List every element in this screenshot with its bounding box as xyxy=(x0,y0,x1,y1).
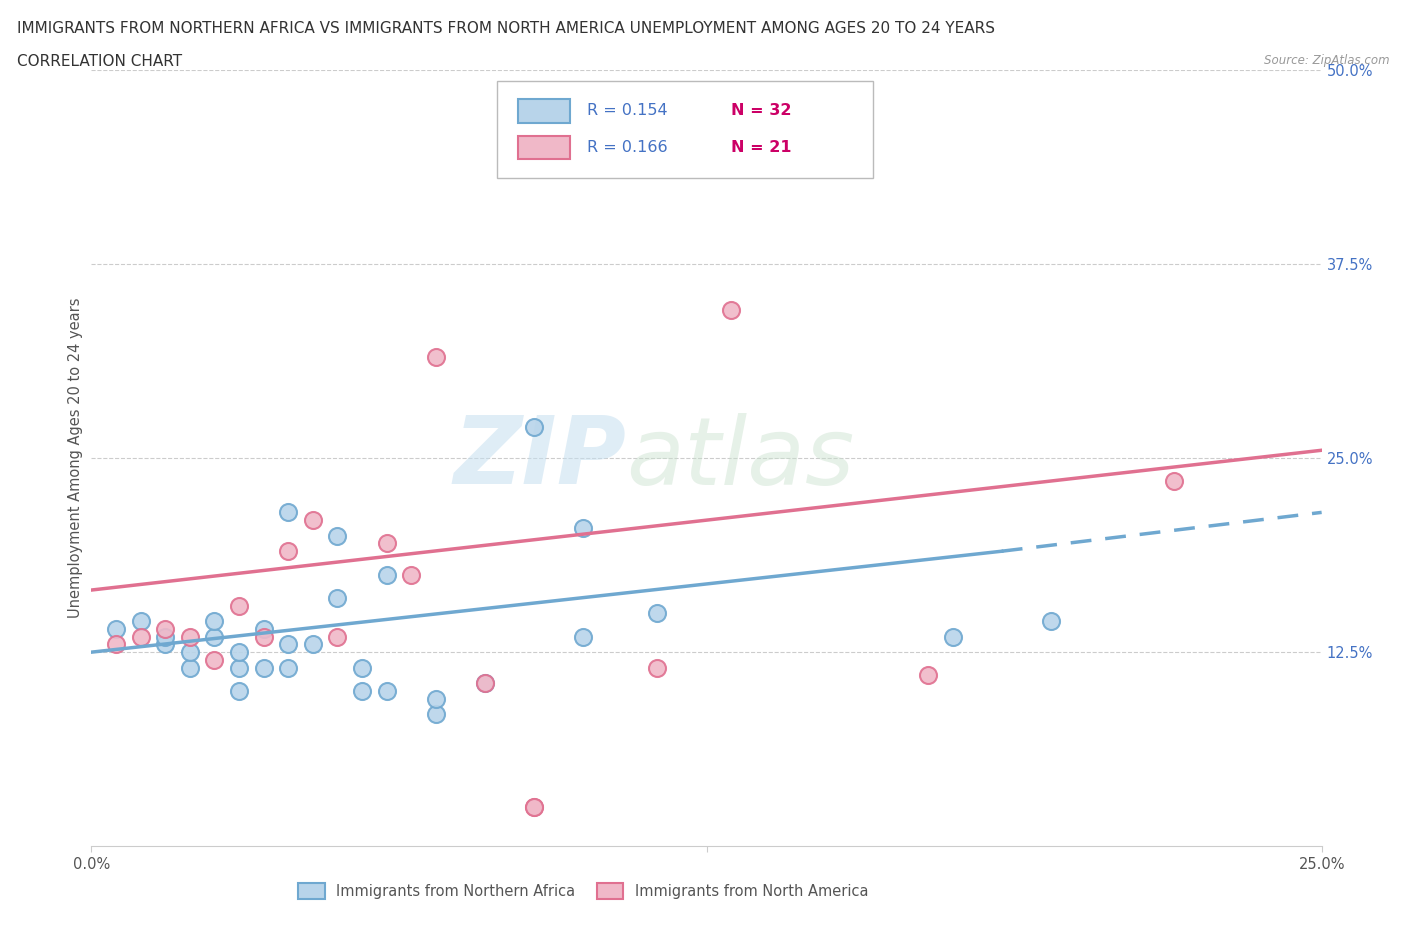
Point xyxy=(474,676,496,691)
Point xyxy=(228,598,250,613)
Point xyxy=(375,567,398,582)
Point xyxy=(105,621,127,636)
Point xyxy=(375,684,398,698)
Text: Source: ZipAtlas.com: Source: ZipAtlas.com xyxy=(1264,54,1389,67)
Point xyxy=(645,606,669,621)
Y-axis label: Unemployment Among Ages 20 to 24 years: Unemployment Among Ages 20 to 24 years xyxy=(67,298,83,618)
Point xyxy=(253,621,276,636)
Point xyxy=(474,676,496,691)
Point xyxy=(645,155,669,170)
Point xyxy=(277,544,299,559)
Point xyxy=(425,350,447,365)
Text: CORRELATION CHART: CORRELATION CHART xyxy=(17,54,181,69)
Point xyxy=(375,536,398,551)
Point xyxy=(425,691,447,706)
FancyBboxPatch shape xyxy=(498,82,873,179)
Point xyxy=(277,505,299,520)
Point xyxy=(523,419,546,434)
Point xyxy=(1163,474,1185,489)
Text: ZIP: ZIP xyxy=(454,412,627,504)
Point xyxy=(941,630,963,644)
Point xyxy=(153,621,177,636)
Point xyxy=(228,644,250,659)
FancyBboxPatch shape xyxy=(519,136,569,159)
Text: R = 0.166: R = 0.166 xyxy=(588,140,668,155)
Text: IMMIGRANTS FROM NORTHERN AFRICA VS IMMIGRANTS FROM NORTH AMERICA UNEMPLOYMENT AM: IMMIGRANTS FROM NORTHERN AFRICA VS IMMIG… xyxy=(17,21,995,36)
Point xyxy=(277,637,299,652)
Point xyxy=(425,707,447,722)
FancyBboxPatch shape xyxy=(519,100,569,123)
Text: atlas: atlas xyxy=(627,413,855,503)
Point xyxy=(129,630,152,644)
Text: R = 0.154: R = 0.154 xyxy=(588,103,668,118)
Point xyxy=(179,630,201,644)
Point xyxy=(326,591,349,605)
Point xyxy=(179,660,201,675)
Point xyxy=(153,630,177,644)
Point xyxy=(202,614,225,629)
Point xyxy=(1039,614,1063,629)
Point xyxy=(129,614,152,629)
Point xyxy=(105,637,127,652)
Point xyxy=(301,512,323,527)
Point xyxy=(301,637,323,652)
Point xyxy=(399,567,422,582)
Point xyxy=(228,684,250,698)
Point xyxy=(326,528,349,543)
Point xyxy=(179,644,201,659)
Point xyxy=(917,668,939,683)
Point xyxy=(572,521,595,536)
Text: N = 32: N = 32 xyxy=(731,103,792,118)
Point xyxy=(228,660,250,675)
Point xyxy=(523,800,546,815)
Point xyxy=(523,800,546,815)
Text: N = 21: N = 21 xyxy=(731,140,792,155)
Point xyxy=(277,660,299,675)
Point xyxy=(253,630,276,644)
Point xyxy=(352,660,374,675)
Point xyxy=(572,630,595,644)
Point xyxy=(253,660,276,675)
Point xyxy=(352,684,374,698)
Point xyxy=(326,630,349,644)
Point xyxy=(202,653,225,668)
Point xyxy=(202,630,225,644)
Legend: Immigrants from Northern Africa, Immigrants from North America: Immigrants from Northern Africa, Immigra… xyxy=(292,877,875,905)
Point xyxy=(720,303,742,318)
Point xyxy=(645,660,669,675)
Point xyxy=(153,637,177,652)
